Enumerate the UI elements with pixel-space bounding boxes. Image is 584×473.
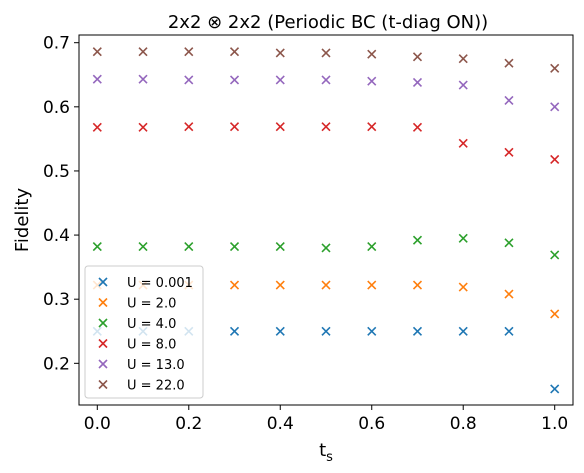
data-point-series-2 <box>276 243 284 251</box>
legend: U = 0.001 U = 2.0 U = 4.0 U = 8.0 U = 13.0 U … <box>85 266 203 398</box>
data-point-series-4 <box>322 76 330 84</box>
data-point-series-5 <box>413 53 421 61</box>
legend-label-2: U = 4.0 <box>127 317 176 332</box>
data-point-series-1 <box>459 283 467 291</box>
y-tick-label: 0.6 <box>43 98 70 118</box>
x-tick-label: 1.0 <box>541 414 568 434</box>
y-tick-label: 0.4 <box>43 226 70 246</box>
x-axis-label-subscript: s <box>326 450 333 465</box>
y-axis: 0.2 0.3 0.4 0.5 0.6 0.7 <box>43 34 79 375</box>
data-point-series-0 <box>551 385 559 393</box>
data-point-series-2 <box>505 239 513 247</box>
legend-label-0: U = 0.001 <box>127 276 193 291</box>
x-axis-label: ts <box>319 440 333 465</box>
data-point-series-3 <box>505 148 513 156</box>
data-point-series-5 <box>139 48 147 56</box>
data-point-series-4 <box>368 77 376 85</box>
data-point-series-0 <box>505 327 513 335</box>
x-tick-label: 0.8 <box>450 414 477 434</box>
data-point-series-0 <box>413 327 421 335</box>
data-point-series-2 <box>459 234 467 242</box>
data-point-series-4 <box>231 76 239 84</box>
data-point-series-2 <box>368 243 376 251</box>
data-point-series-2 <box>551 251 559 259</box>
data-point-series-5 <box>276 49 284 57</box>
data-point-series-4 <box>413 78 421 86</box>
y-tick-label: 0.5 <box>43 162 70 182</box>
data-point-series-5 <box>459 55 467 63</box>
data-point-series-1 <box>413 281 421 289</box>
data-point-series-3 <box>413 123 421 131</box>
data-point-series-3 <box>139 123 147 131</box>
data-point-series-4 <box>185 76 193 84</box>
data-point-series-5 <box>505 59 513 67</box>
data-point-series-2 <box>413 236 421 244</box>
legend-label-4: U = 13.0 <box>127 358 185 373</box>
data-point-series-0 <box>276 327 284 335</box>
y-tick-label: 0.7 <box>43 34 70 54</box>
data-point-series-3 <box>276 123 284 131</box>
data-point-series-5 <box>231 48 239 56</box>
data-point-series-3 <box>459 139 467 147</box>
y-axis-label: Fidelity <box>12 188 33 253</box>
x-axis: 0.0 0.2 0.4 0.6 0.8 1.0 <box>84 405 568 434</box>
data-point-series-3 <box>368 123 376 131</box>
data-point-series-2 <box>322 244 330 252</box>
data-point-series-2 <box>185 243 193 251</box>
data-point-series-0 <box>322 327 330 335</box>
data-point-series-2 <box>93 243 101 251</box>
x-tick-label: 0.4 <box>267 414 294 434</box>
legend-label-5: U = 22.0 <box>127 379 185 394</box>
data-point-series-5 <box>322 49 330 57</box>
y-tick-label: 0.2 <box>43 354 70 374</box>
data-point-series-4 <box>276 76 284 84</box>
data-point-series-4 <box>505 96 513 104</box>
data-point-series-5 <box>368 50 376 58</box>
data-point-series-4 <box>459 81 467 89</box>
x-tick-label: 0.6 <box>358 414 385 434</box>
data-point-series-0 <box>231 327 239 335</box>
data-point-series-3 <box>231 123 239 131</box>
data-point-series-4 <box>551 103 559 111</box>
data-point-series-2 <box>231 243 239 251</box>
data-point-series-3 <box>185 123 193 131</box>
data-point-series-3 <box>93 123 101 131</box>
data-point-series-2 <box>139 243 147 251</box>
data-point-series-4 <box>139 75 147 83</box>
data-point-series-1 <box>551 310 559 318</box>
x-tick-label: 0.0 <box>84 414 111 434</box>
data-point-series-1 <box>368 281 376 289</box>
data-point-series-1 <box>231 281 239 289</box>
legend-label-1: U = 2.0 <box>127 297 176 312</box>
data-point-series-5 <box>185 48 193 56</box>
data-point-series-1 <box>505 290 513 298</box>
x-axis-label-main: t <box>319 440 326 461</box>
data-point-series-1 <box>322 281 330 289</box>
data-point-series-3 <box>551 155 559 163</box>
data-point-series-0 <box>459 327 467 335</box>
chart-title: 2x2 ⊗ 2x2 (Periodic BC (t-diag ON)) <box>168 12 488 33</box>
data-point-series-5 <box>93 48 101 56</box>
data-point-series-3 <box>322 123 330 131</box>
y-tick-label: 0.3 <box>43 290 70 310</box>
data-point-series-1 <box>276 281 284 289</box>
data-point-series-0 <box>368 327 376 335</box>
x-tick-label: 0.2 <box>175 414 202 434</box>
data-point-series-5 <box>551 64 559 72</box>
legend-label-3: U = 8.0 <box>127 338 176 353</box>
data-point-series-4 <box>93 75 101 83</box>
